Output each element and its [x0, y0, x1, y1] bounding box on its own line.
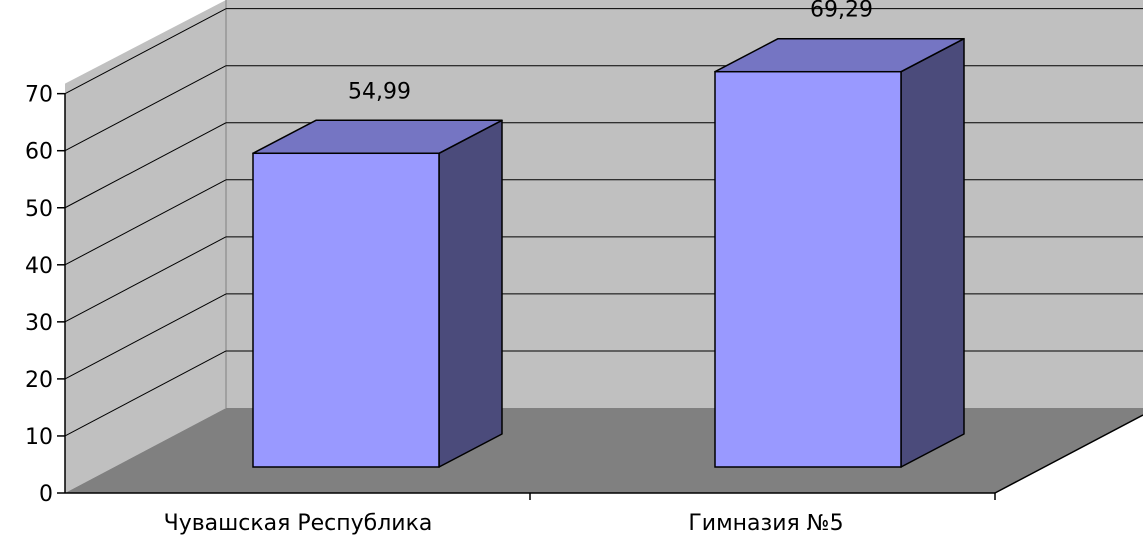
category-label: Чувашская Республика	[164, 511, 433, 536]
y-tick-label: 40	[25, 254, 53, 279]
floor	[65, 408, 1143, 493]
labels: 54,99 69,29 0 10 20 30 40 50 60 70 Чувашская Респу…	[25, 0, 873, 536]
bar-front-face	[714, 70, 902, 468]
gridline-side	[64, 236, 227, 323]
gridline-side	[64, 293, 227, 380]
y-tick-label: 30	[25, 311, 53, 336]
bars	[252, 37, 965, 468]
bar-2	[714, 37, 965, 468]
gridline-side	[64, 8, 227, 95]
y-tick-label: 10	[25, 425, 53, 450]
gridline-side	[64, 350, 227, 437]
axes	[57, 92, 1143, 500]
side-wall	[65, 0, 226, 493]
bar-side-face	[438, 119, 503, 468]
bar-side-face	[900, 37, 965, 468]
gridline-side	[64, 179, 227, 266]
gridline-side	[64, 122, 227, 209]
y-tick-label: 60	[25, 140, 53, 165]
y-tick-label: 20	[25, 368, 53, 393]
chart-walls	[65, 0, 1143, 493]
floor-edge	[994, 414, 1143, 494]
y-tick-label: 50	[25, 197, 53, 222]
data-label: 69,29	[810, 0, 873, 23]
bar-front-face	[252, 152, 440, 468]
category-label: Гимназия №5	[688, 511, 843, 536]
y-tick-label: 70	[25, 83, 53, 108]
bar-1	[252, 119, 503, 468]
gridline-side	[64, 65, 227, 152]
y-tick-label: 0	[39, 482, 53, 507]
data-label: 54,99	[348, 79, 411, 104]
